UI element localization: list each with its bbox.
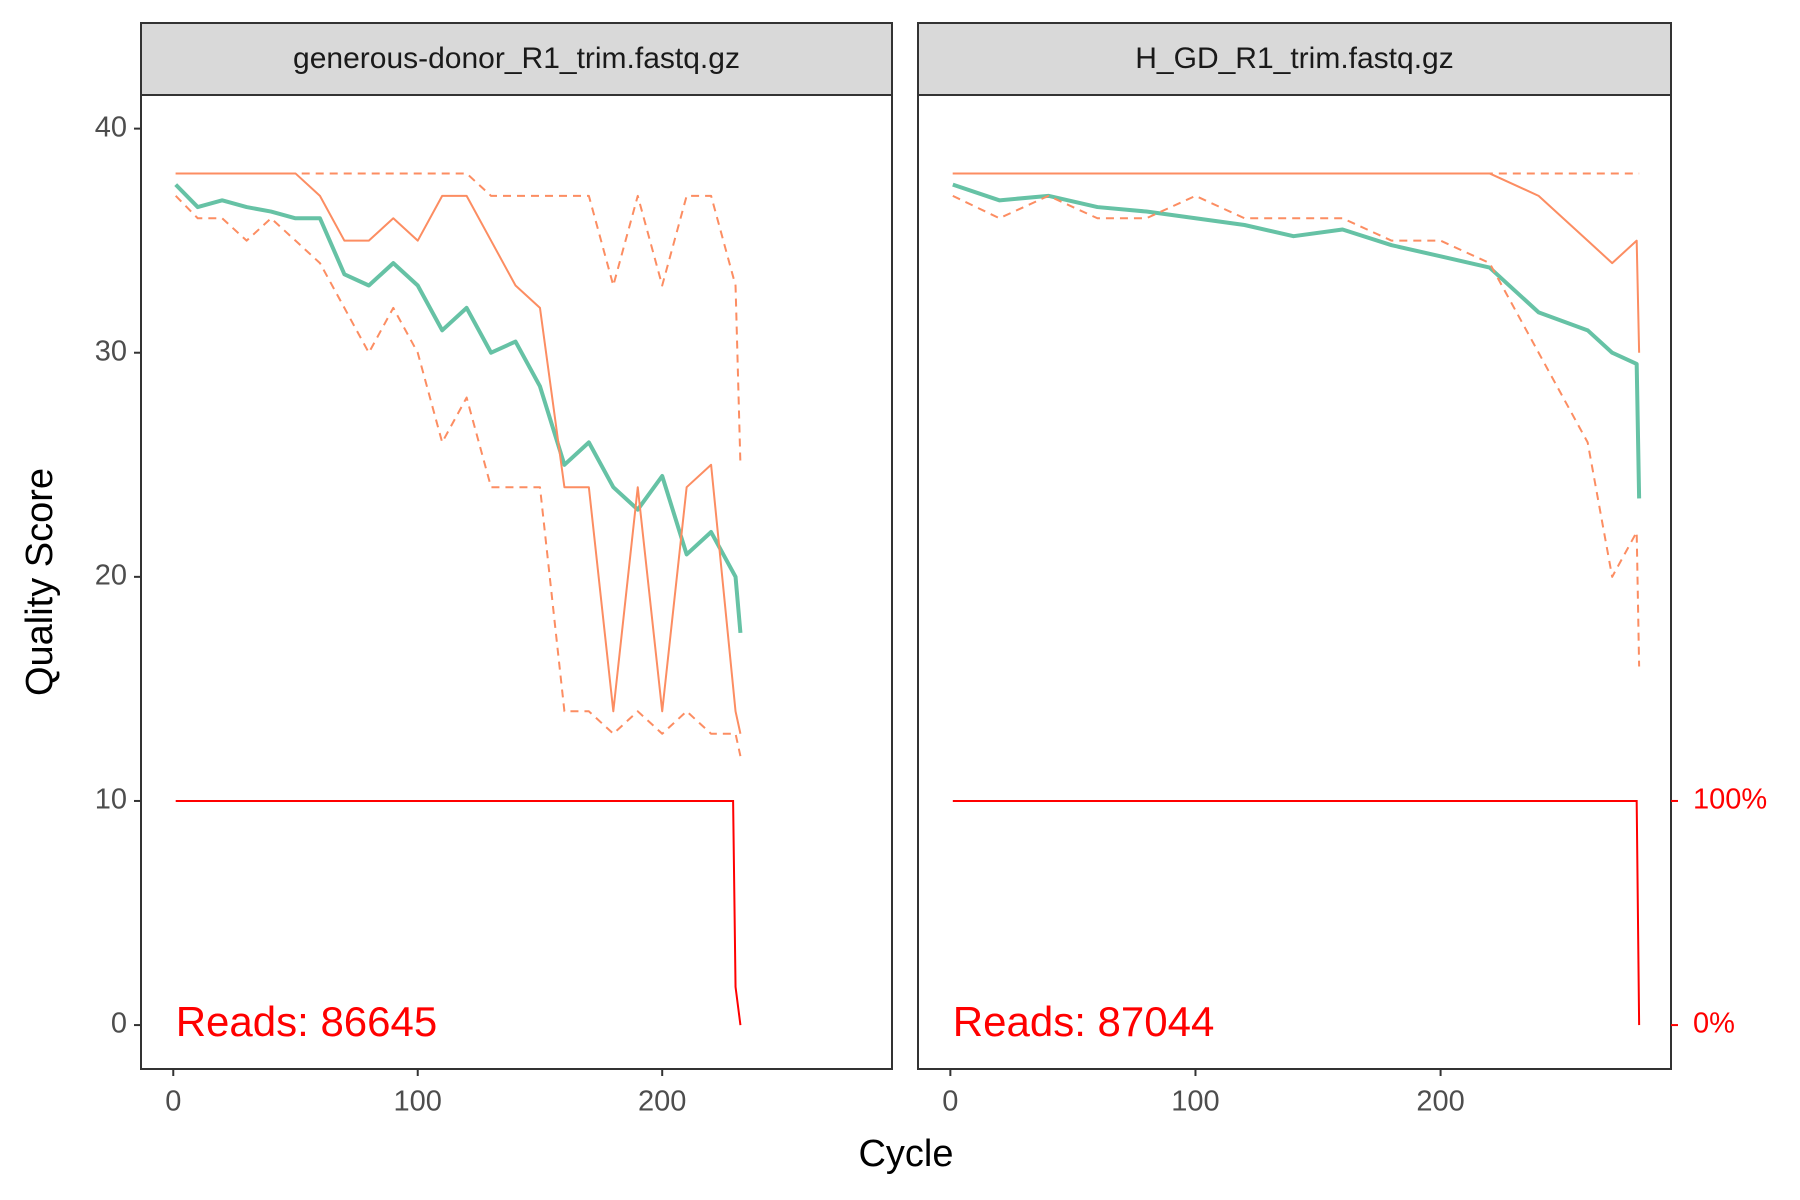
series-line: [175, 172, 742, 734]
series-line: [175, 172, 742, 465]
x-tick-label: 0: [942, 1086, 958, 1118]
y-tick-label: 20: [95, 560, 127, 592]
panel-border: [140, 94, 893, 1070]
y-tick-label: 10: [95, 784, 127, 816]
panel-border: [917, 94, 1672, 1070]
facet-title: H_GD_R1_trim.fastq.gz: [1135, 42, 1453, 75]
facet-title: generous-donor_R1_trim.fastq.gz: [293, 42, 740, 75]
y-tick-label: 0: [111, 1008, 127, 1040]
x-tick-label: 100: [1171, 1086, 1219, 1118]
x-tick-label: 200: [638, 1086, 686, 1118]
reads-line: [175, 799, 742, 1026]
y-tick-label: 40: [95, 111, 127, 143]
x-tick-label: 0: [165, 1086, 181, 1118]
facet-strip: [140, 22, 893, 96]
y-axis-label: Quality Score: [19, 468, 61, 696]
series-line: [952, 194, 1641, 667]
y-tick-label: 30: [95, 335, 127, 367]
series-line: [174, 195, 742, 757]
reads-annotation: Reads: 86645: [176, 998, 438, 1045]
series-line: [952, 182, 1642, 499]
reads-annotation: Reads: 87044: [953, 998, 1215, 1045]
y2-tick-label: 100%: [1693, 784, 1767, 816]
series-line: [174, 183, 743, 634]
x-axis-label: Cycle: [858, 1133, 953, 1175]
y2-tick-label: 0%: [1693, 1008, 1735, 1040]
x-tick-label: 100: [394, 1086, 442, 1118]
reads-line: [952, 799, 1641, 1026]
x-tick-label: 200: [1416, 1086, 1464, 1118]
facet-strip: [917, 22, 1672, 96]
